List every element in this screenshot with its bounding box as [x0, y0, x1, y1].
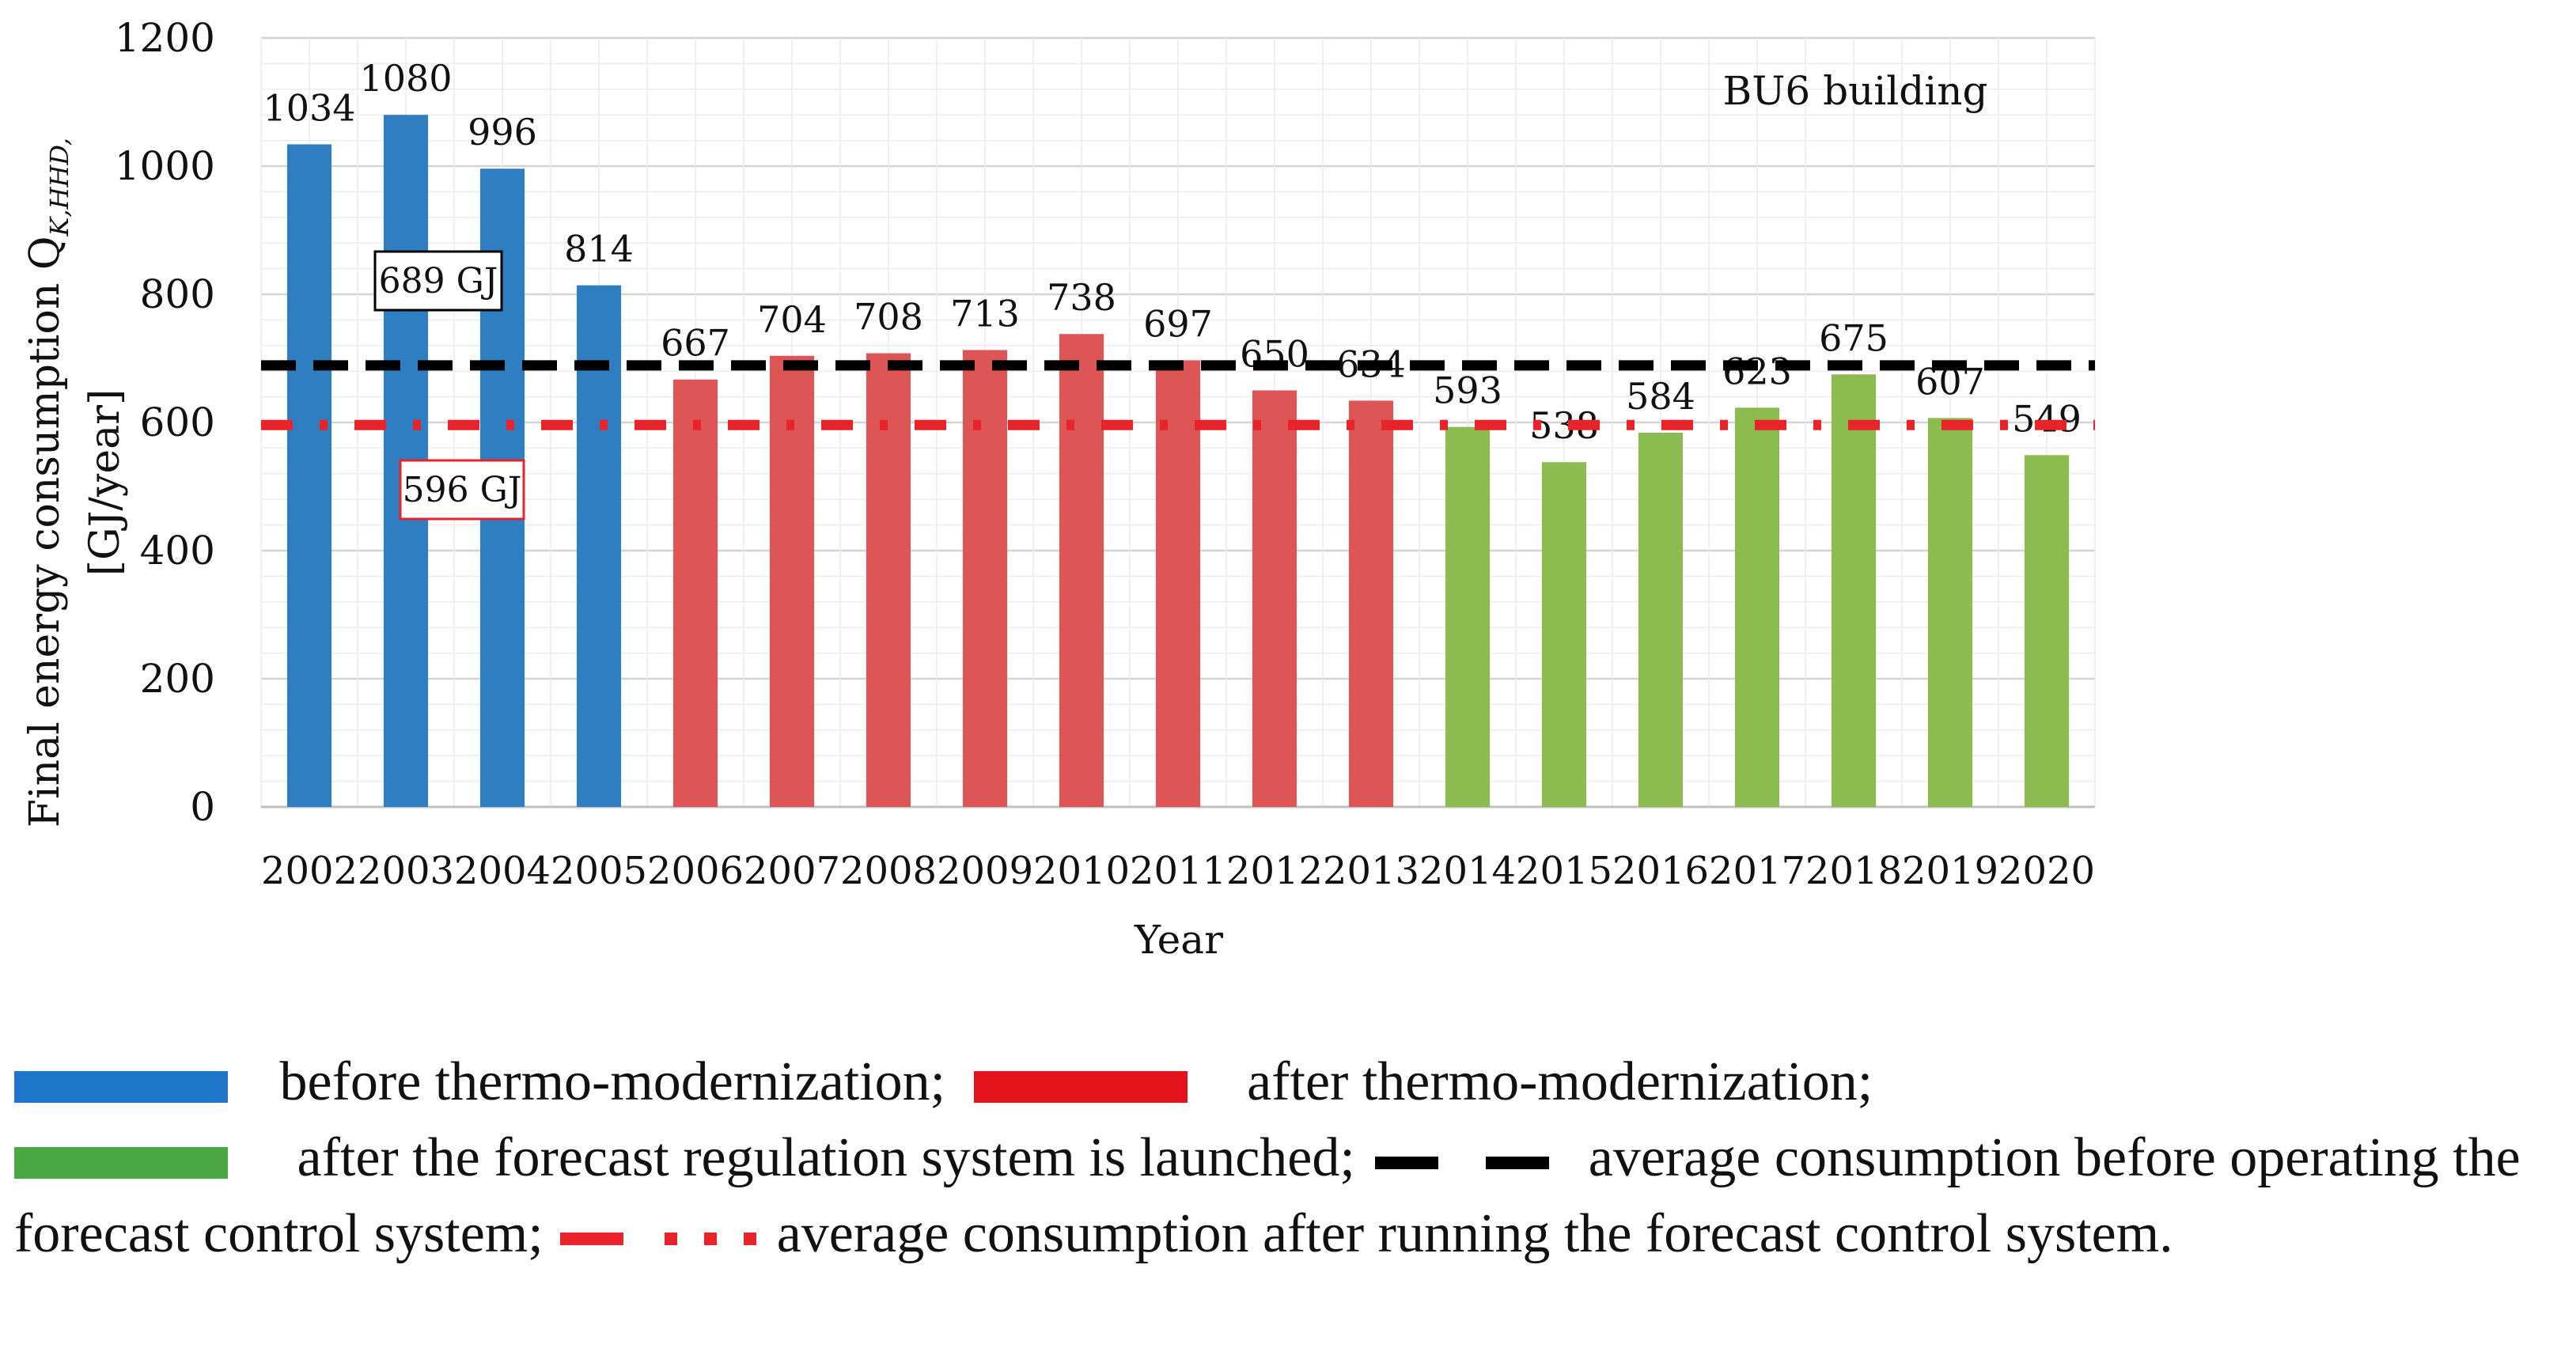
bars — [286, 115, 2070, 808]
x-axis: 2002 2003 2004 2005 2006 2007 2008 2009 2010 2011… — [261, 805, 2095, 893]
legend-label-avg-before: average consumption before operating the… — [14, 1127, 2521, 1264]
chart-title: BU6 building — [1723, 68, 1988, 114]
legend-item-before: before thermo-modernization; — [14, 1051, 960, 1112]
bar — [1638, 432, 1684, 807]
bar-value-label: 667 — [661, 322, 730, 365]
bar — [286, 144, 332, 807]
x-tick-label: 2013 — [1323, 849, 1419, 893]
bar-value-label: 708 — [854, 296, 923, 339]
avg-before-callout-label: 689 GJ — [379, 261, 498, 301]
y-tick-label: 200 — [140, 656, 215, 702]
legend-item-forecast: after the forecast regulation system is … — [14, 1127, 1369, 1188]
bar — [576, 285, 622, 807]
bar-value-label: 814 — [564, 228, 634, 271]
x-tick-label: 2020 — [1998, 849, 2095, 893]
bar — [1734, 407, 1780, 807]
x-tick-label: 2015 — [1516, 849, 1612, 893]
legend-dash-black — [1375, 1156, 1550, 1169]
x-tick-label: 2004 — [454, 849, 551, 893]
y-tick-label: 800 — [140, 271, 215, 317]
x-tick-label: 2017 — [1709, 849, 1805, 893]
y-axis-title-unit: [GJ/year] — [81, 389, 129, 577]
bar — [769, 355, 815, 807]
legend-label-after: after thermo-modernization; — [1247, 1051, 1873, 1112]
bar-value-label: 584 — [1626, 375, 1695, 418]
x-tick-label: 2019 — [1902, 849, 1998, 893]
svg-text:Final energy consumption QK,HH: Final energy consumption QK,HHD, — [21, 138, 74, 827]
y-tick-label: 1200 — [115, 15, 215, 61]
x-tick-label: 2018 — [1805, 849, 1902, 893]
bar-value-label: 738 — [1047, 276, 1116, 319]
x-tick-label: 2003 — [358, 849, 454, 893]
legend-swatch-after — [973, 1070, 1188, 1103]
y-tick-label: 1000 — [115, 143, 215, 189]
legend-item-after: after thermo-modernization; — [973, 1051, 1873, 1112]
x-tick-label: 2012 — [1226, 849, 1323, 893]
legend-label-before: before thermo-modernization; — [279, 1051, 946, 1112]
legend-item-avg-after: average consumption after running the fo… — [557, 1203, 2173, 1264]
avg-before-callout-box — [373, 250, 503, 312]
bar-value-label: 1034 — [263, 86, 355, 129]
avg-after-callout-label: 596 GJ — [403, 470, 522, 510]
legend: before thermo-modernization; after therm… — [14, 1044, 2562, 1272]
bar — [672, 379, 718, 808]
legend-label-forecast: after the forecast regulation system is … — [297, 1127, 1355, 1188]
legend-dash-red — [560, 1232, 757, 1245]
bar — [1155, 360, 1201, 807]
y-axis-title-subscript: K,HHD, — [44, 138, 74, 237]
avg-after-callout: 596 GJ — [399, 459, 525, 521]
bar-value-label: 996 — [468, 111, 537, 153]
legend-swatch-forecast — [14, 1146, 228, 1179]
x-tick-label: 2010 — [1033, 849, 1130, 893]
bar — [1831, 374, 1877, 807]
x-tick-label: 2014 — [1419, 849, 1516, 893]
bar-value-label: 697 — [1143, 302, 1213, 345]
legend-label-avg-after: average consumption after running the fo… — [776, 1203, 2173, 1264]
x-tick-label: 2009 — [937, 849, 1033, 893]
x-tick-label: 2008 — [840, 849, 937, 893]
x-tick-label: 2002 — [261, 849, 358, 893]
x-tick-label: 2007 — [744, 849, 840, 893]
y-axis: 0 200 400 600 800 1000 1200 — [115, 15, 215, 830]
x-tick-label: 2016 — [1612, 849, 1709, 893]
bar — [1252, 390, 1297, 807]
bar-value-label: 1080 — [359, 57, 452, 100]
bar-value-label: 549 — [2012, 397, 2082, 440]
x-tick-label: 2005 — [551, 849, 647, 893]
bar — [1059, 334, 1104, 808]
bar — [866, 353, 911, 807]
bar — [1445, 426, 1491, 807]
bar-value-label: 593 — [1433, 369, 1502, 412]
bar-value-label: 704 — [757, 298, 827, 341]
bar-labels: 1034108099681466770470871373869765063459… — [263, 57, 2081, 447]
bar-value-label: 623 — [1722, 350, 1792, 392]
bar-value-label: 675 — [1819, 316, 1888, 359]
y-tick-label: 0 — [190, 784, 215, 830]
y-tick-label: 600 — [140, 399, 215, 445]
legend-swatch-before — [14, 1070, 228, 1103]
bar — [962, 350, 1008, 808]
avg-before-callout: 689 GJ — [373, 250, 503, 312]
bar — [1541, 462, 1587, 807]
y-tick-label: 400 — [140, 528, 215, 574]
y-axis-title-main: Final energy consumption Q — [21, 236, 69, 827]
bar — [1927, 418, 1973, 807]
reference-lines: 689 GJ 596 GJ — [261, 250, 2095, 521]
x-axis-title: Year — [1134, 917, 1223, 963]
x-tick-label: 2011 — [1130, 849, 1226, 893]
bar — [2024, 455, 2070, 807]
bar-value-label: 713 — [950, 292, 1020, 335]
legend-item-avg-before: average consumption before operating the… — [14, 1127, 2521, 1264]
y-axis-title: Final energy consumption QK,HHD, [GJ/yea… — [21, 138, 129, 827]
avg-after-callout-box — [399, 459, 525, 521]
bar — [1348, 400, 1394, 808]
x-tick-label: 2006 — [647, 849, 744, 893]
